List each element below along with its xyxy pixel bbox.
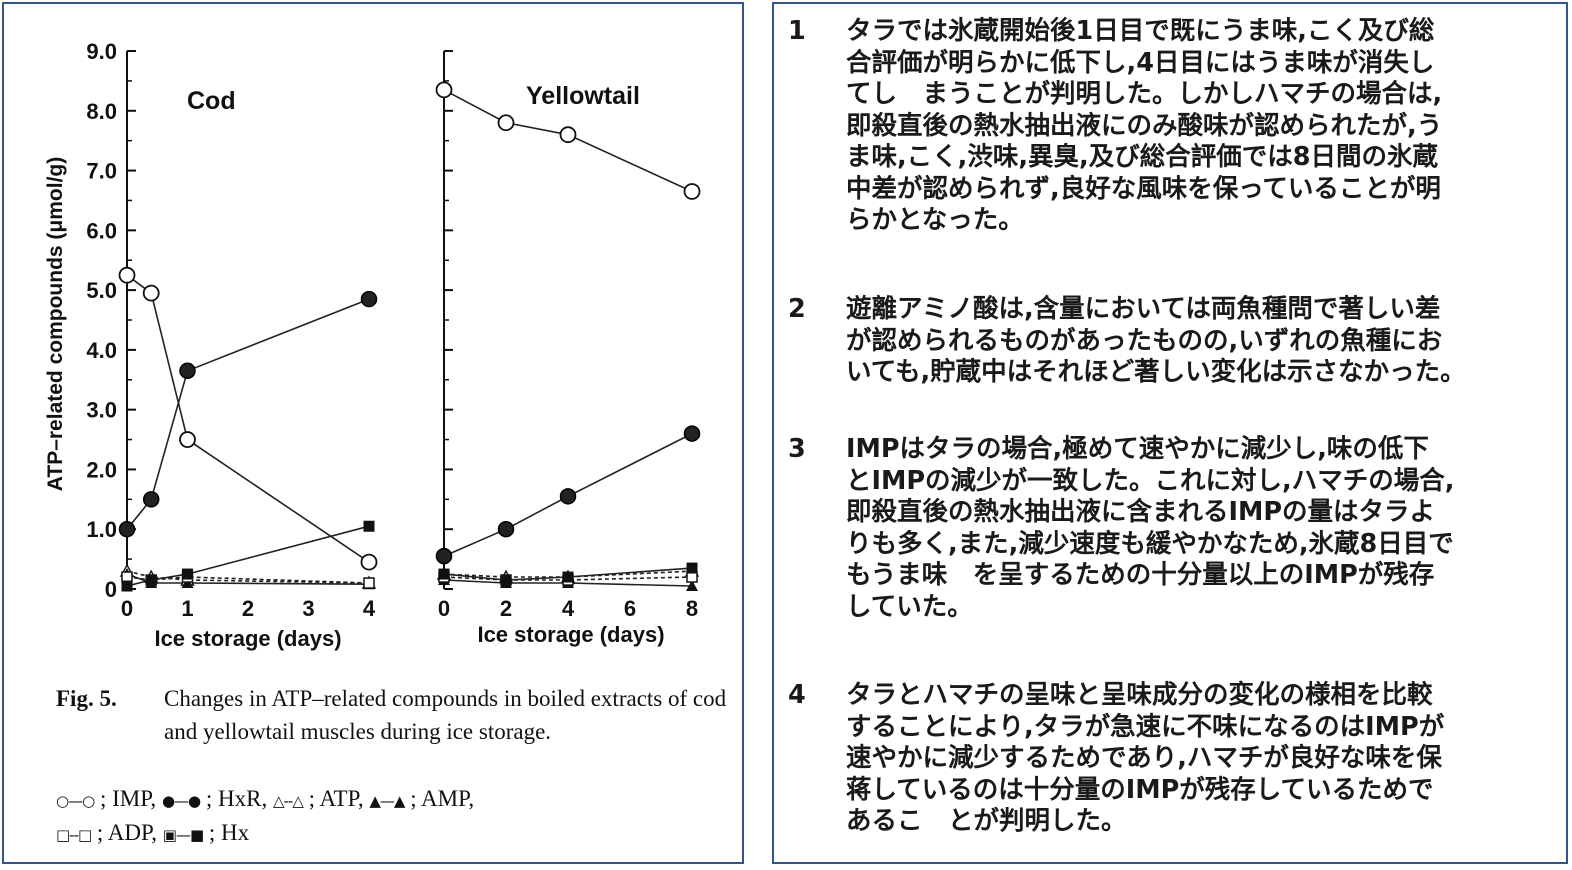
cod-y-tick-label: 6.0 [86, 218, 117, 243]
cod-x-tick-label: 2 [242, 596, 254, 621]
legend-hxr-symbol: ●—● [161, 792, 201, 810]
finding-1: 1 タラでは氷蔵開始後1日目で既にうま味,こく及び総 合評価が明らかに低下し,4… [788, 16, 1548, 237]
cod-y-tick-label: 2.0 [86, 457, 117, 482]
yellowtail-imp-point [559, 126, 577, 144]
yellowtail-hxr-point [559, 488, 577, 505]
yellowtail-hx-point [562, 571, 574, 583]
yellowtail-amp-point [686, 580, 698, 592]
cod-amp-line [126, 573, 370, 585]
figure-caption: Fig. 5. Changes in ATP–related compounds… [56, 682, 736, 748]
cod-hx-point [182, 568, 193, 580]
cod-x-tick-label: 4 [363, 596, 376, 621]
cod-hxr-point [179, 362, 196, 380]
yellowtail-amp-line [443, 579, 693, 587]
legend-adp-symbol: □--□ [56, 826, 92, 844]
finding-number: 4 [788, 680, 806, 710]
yellowtail-x-axis-label: Ice storage (days) [477, 622, 664, 647]
cod-imp-point [179, 431, 196, 448]
finding-number: 3 [788, 434, 806, 464]
legend-amp-label: ; AMP, [410, 786, 475, 811]
yellowtail-x-tick-label: 2 [500, 596, 512, 621]
legend-atp-symbol: △--△ [272, 792, 304, 810]
cod-y-tick-label: 0 [105, 577, 117, 602]
cod-y-tick-label: 3.0 [86, 398, 117, 423]
cod-hx-point [363, 520, 375, 532]
cod-x-tick-label: 3 [302, 596, 314, 621]
finding-4: 4 タラとハマチの呈味と呈味成分の変化の様相を比較 することにより,タラが急速に… [788, 680, 1548, 838]
atp-compounds-chart: 0 1.0 2.0 3.0 4.0 5.0 6.0 7.0 8.0 9.0 0 1 2 3 4 0 2 4 6 8 C… [44, 39, 701, 651]
cod-adp-point [363, 577, 375, 589]
finding-text: タラでは氷蔵開始後1日目で既にうま味,こく及び総 合評価が明らかに低下し,4日目… [846, 16, 1443, 235]
legend-hx-label: ; Hx [208, 820, 250, 845]
cod-hxr-point [360, 290, 378, 308]
yellowtail-imp-point [683, 183, 701, 200]
cod-y-tick-label: 5.0 [86, 278, 117, 303]
cod-adp-line [126, 576, 370, 584]
yellowtail-hxr-point [497, 520, 515, 538]
yellowtail-adp-line [443, 576, 693, 581]
cod-x-tick-label: 0 [121, 596, 133, 621]
yellowtail-x-tick-label: 8 [686, 596, 698, 621]
legend-hxr-label: ; HxR, [205, 786, 273, 811]
findings-panel: 1 タラでは氷蔵開始後1日目で既にうま味,こく及び総 合評価が明らかに低下し,4… [772, 2, 1568, 864]
yellowtail-x-tick-label: 6 [624, 596, 636, 621]
finding-text: IMPはタラの場合,極めて速やかに減少し,味の低下 とIMPの減少が一致した。こ… [846, 434, 1455, 622]
cod-hx-point [145, 574, 157, 586]
cod-imp-line [126, 274, 370, 563]
yellowtail-title: Yellowtail [526, 82, 640, 110]
yellowtail-x-tick-label: 4 [562, 596, 575, 621]
finding-number: 1 [788, 16, 806, 46]
yellowtail-hx-line [443, 567, 693, 581]
legend-imp-symbol: ○—○ [56, 792, 95, 810]
caption-label: Fig. 5. [56, 686, 117, 711]
yellowtail-hxr-line [443, 432, 693, 557]
cod-title: Cod [187, 87, 236, 115]
yellowtail-imp-line [443, 89, 693, 193]
yellowtail-atp-line [443, 570, 693, 578]
finding-text: 遊離アミノ酸は,含量においては両魚種問で著しい差 が認められるものがあったものの… [846, 294, 1466, 387]
yellowtail-imp-point [497, 114, 515, 132]
figure-panel: 0 1.0 2.0 3.0 4.0 5.0 6.0 7.0 8.0 9.0 0 1 2 3 4 0 2 4 6 8 C… [2, 2, 744, 864]
y-axis-label: ATP–related compounds (μmol/g) [44, 157, 67, 491]
cod-x-tick-label: 1 [181, 596, 193, 621]
yellowtail-hxr-point [683, 425, 701, 442]
cod-y-tick-label: 7.0 [86, 159, 117, 184]
cod-imp-point [360, 553, 378, 571]
cod-hxr-line [126, 298, 370, 530]
cod-y-tick-label: 9.0 [86, 39, 117, 64]
legend-adp-label: ; ADP, [96, 820, 163, 845]
finding-text: タラとハマチの呈味と呈味成分の変化の様相を比較 することにより,タラが急速に不味… [846, 680, 1445, 836]
cod-hxr-point [118, 520, 136, 538]
cod-y-tick-label: 1.0 [86, 517, 117, 542]
legend-line-2: □--□ ; ADP, ▣—■ ; Hx [56, 820, 249, 846]
yellowtail-hx-point [438, 568, 450, 580]
cod-imp-point [142, 284, 160, 302]
caption-text: Changes in ATP–related compounds in boil… [164, 686, 727, 744]
legend-imp-label: ; IMP, [99, 786, 162, 811]
cod-y-tick-label: 8.0 [86, 99, 117, 124]
yellowtail-hxr-point [435, 547, 453, 565]
yellowtail-hx-point [686, 562, 698, 574]
finding-number: 2 [788, 294, 806, 324]
legend-line-1: ○—○ ; IMP, ●—● ; HxR, △--△ ; ATP, ▲—▲ ; … [56, 786, 474, 812]
yellowtail-x-tick-label: 0 [438, 596, 450, 621]
cod-imp-point [118, 266, 136, 284]
legend-amp-symbol: ▲—▲ [369, 792, 405, 810]
finding-3: 3 IMPはタラの場合,極めて速やかに減少し,味の低下 とIMPの減少が一致した… [788, 434, 1548, 623]
legend-hx-symbol: ▣—■ [162, 826, 204, 844]
cod-hx-point [121, 580, 133, 592]
legend-atp-label: ; ATP, [308, 786, 370, 811]
yellowtail-hx-point [500, 574, 512, 586]
finding-2: 2 遊離アミノ酸は,含量においては両魚種問で著しい差 が認められるものがあったも… [788, 294, 1548, 389]
yellowtail-imp-point [435, 81, 453, 99]
cod-x-axis-label: Ice storage (days) [154, 626, 341, 651]
cod-y-tick-label: 4.0 [86, 338, 117, 363]
cod-hxr-point [142, 491, 160, 508]
cod-hx-line [126, 525, 370, 587]
